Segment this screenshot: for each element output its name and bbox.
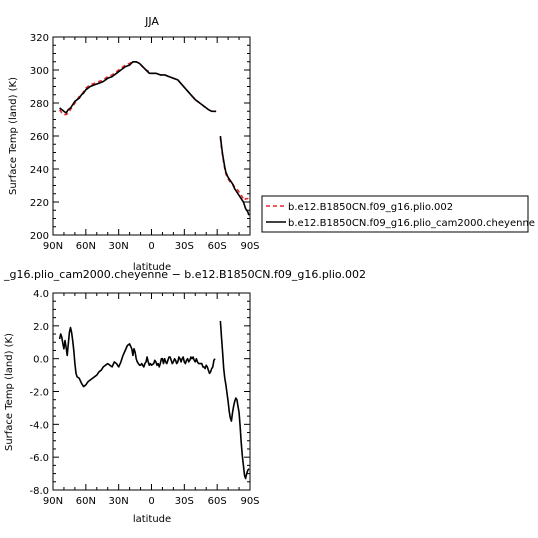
bottom-y-tick-label: -2.0: [29, 388, 49, 399]
bottom-y-tick-label: -8.0: [29, 486, 49, 497]
bottom-y-tick-label: -4.0: [29, 420, 49, 431]
top-series-1-line-seg-1: [58, 60, 217, 116]
top-y-tick-label: 280: [30, 99, 49, 110]
top-x-tick-label: 0: [148, 241, 154, 252]
bottom-y-tick-label: 4.0: [33, 289, 49, 300]
top-x-tick-label: 30S: [175, 241, 194, 252]
bottom-x-tick-label: 60N: [76, 496, 96, 507]
bottom-x-tick-label: 30S: [175, 496, 194, 507]
bottom-y-axis-label: Surface Temp (land) (K): [4, 333, 15, 451]
bottom-y-tick-label: 0.0: [33, 355, 49, 366]
legend: b.e12.B1850CN.f09_g16.plio.002 b.e12.B18…: [261, 195, 535, 233]
top-y-tick-label: 260: [30, 132, 49, 143]
top-x-tick-label: 90N: [43, 241, 63, 252]
legend-label-series-2: b.e12.B1850CN.f09_g16.plio_cam2000.cheye…: [288, 218, 535, 229]
top-panel: JJA 90N 60N 30N 0 30S 60S 90S 200 220 240 260 280 30…: [8, 15, 535, 273]
bottom-x-tick-label: 90S: [240, 496, 259, 507]
legend-box: [261, 195, 529, 233]
top-y-tick-label: 300: [30, 66, 49, 77]
top-series-2-line-seg-1: [59, 60, 217, 114]
top-series-2-line-seg-2: [219, 135, 250, 216]
top-x-tick-label: 30N: [109, 241, 129, 252]
bottom-x-tick-label: 90N: [43, 496, 63, 507]
bottom-x-tick-label: 0: [148, 496, 154, 507]
bottom-x-axis-label: latitude: [133, 514, 171, 525]
top-y-tick-label: 320: [30, 33, 49, 44]
top-x-axis-label: latitude: [133, 262, 171, 273]
bottom-series-1-line-seg-1: [58, 326, 216, 388]
top-x-tick-label: 60N: [76, 241, 96, 252]
bottom-x-tick-label: 60S: [208, 496, 227, 507]
bottom-chart-title: _g16.plio_cam2000.cheyenne − b.e12.B1850…: [3, 268, 366, 281]
top-y-tick-label: 200: [30, 231, 49, 242]
bottom-y-tick-label: 2.0: [33, 322, 49, 333]
top-y-axis-label: Surface Temp (land) (K): [8, 77, 19, 195]
bottom-plot-area: 90N 60N 30N 0 30S 60S 90S -8.0 -6.0 -4.0 -2.0 0.0 2.…: [29, 289, 259, 507]
top-y-tick-label: 240: [30, 165, 49, 176]
top-plot-area: 90N 60N 30N 0 30S 60S 90S 200 220 240 260 280 300 320: [30, 33, 260, 252]
bottom-x-tick-label: 30N: [109, 496, 129, 507]
top-y-tick-label: 220: [30, 198, 49, 209]
bottom-series-1-line-seg-2: [219, 320, 250, 480]
top-chart-title: JJA: [144, 15, 159, 28]
top-x-tick-label: 60S: [208, 241, 227, 252]
bottom-panel: _g16.plio_cam2000.cheyenne − b.e12.B1850…: [3, 268, 366, 525]
top-x-tick-label: 90S: [240, 241, 259, 252]
bottom-y-tick-label: -6.0: [29, 453, 49, 464]
legend-label-series-1: b.e12.B1850CN.f09_g16.plio.002: [288, 202, 453, 213]
